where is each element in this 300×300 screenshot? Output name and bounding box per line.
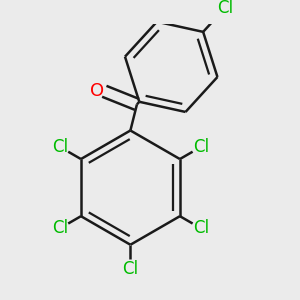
Text: O: O [90, 82, 104, 100]
Text: Cl: Cl [52, 219, 68, 237]
Text: Cl: Cl [193, 219, 209, 237]
Text: Cl: Cl [193, 138, 209, 156]
Text: Cl: Cl [52, 138, 68, 156]
Text: Cl: Cl [217, 0, 233, 17]
Text: Cl: Cl [122, 260, 139, 278]
